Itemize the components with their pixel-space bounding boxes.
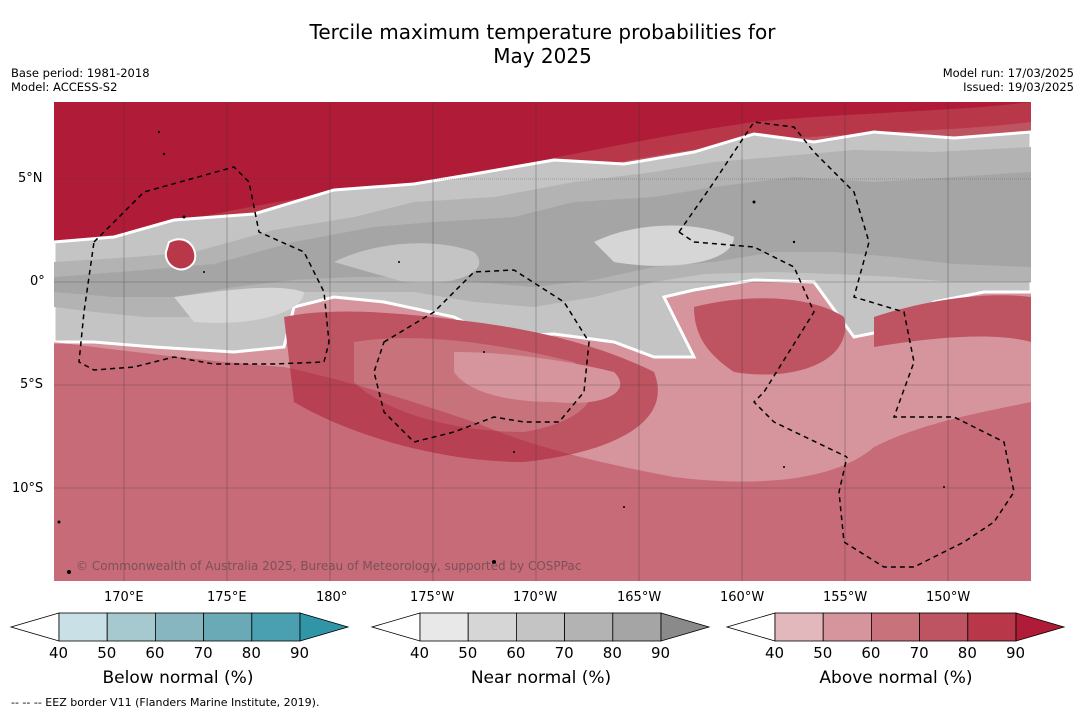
lat-label-0: 0° [30,274,45,289]
lon-label-180: 180° [316,590,348,605]
lat-label-5s: 5°S [20,377,44,392]
colorbar-above-normal [725,612,1066,642]
lon-label-170w: 170°W [513,590,558,605]
title-line2: May 2025 [493,44,592,68]
colorbars [9,612,1066,642]
colorbar-near-tick: 70 [554,644,574,662]
lon-label-155w: 155°W [823,590,868,605]
colorbar-near-left-extend [370,612,421,642]
lon-label-150w: 150°W [926,590,971,605]
colorbar-below-tick: 90 [290,644,310,662]
colorbar-below-normal [9,612,350,642]
colorbar-below-left-extend [9,612,60,642]
colorbar-near-tick: 40 [410,644,430,662]
colorbar-near-normal [370,612,711,642]
lon-label-160w: 160°W [720,590,765,605]
eez-borders [78,121,1015,568]
colorbar-above-segment [967,612,1017,642]
colorbar-above-left-extend [725,612,776,642]
colorbar-above-tick: 70 [909,644,929,662]
colorbar-above-tick: 90 [1006,644,1026,662]
colorbar-above-segment [919,612,969,642]
colorbar-below-segment [106,612,156,642]
probability-map [54,102,1031,581]
colorbar-near-segment [516,612,566,642]
model-name: Model: ACCESS-S2 [11,80,118,94]
graticule [54,102,1031,581]
copyright-notice: © Commonwealth of Australia 2025, Bureau… [76,559,582,573]
colorbar-below-segment [203,612,253,642]
colorbar-near-right-extend [660,612,711,642]
colorbar-above-tick: 80 [957,644,977,662]
colorbar-above-segment [774,612,824,642]
colorbar-below-segment [251,612,301,642]
colorbar-above-tick: 50 [813,644,833,662]
colorbar-label-below: Below normal (%) [102,668,254,688]
colorbar-near-segment [419,612,469,642]
colorbar-above-tick: 40 [765,644,785,662]
colorbar-below-segment [154,612,204,642]
issued-date: Issued: 19/03/2025 [963,80,1074,94]
base-period: Base period: 1981-2018 [11,66,150,80]
lon-label-175w: 175°W [410,590,455,605]
eez-legend-note: -- -- -- EEZ border V11 (Flanders Marine… [11,696,320,709]
colorbar-below-tick: 80 [241,644,261,662]
chart-title: Tercile maximum temperature probabilitie… [0,20,1085,68]
colorbar-near-tick: 60 [506,644,526,662]
lat-label-10s: 10°S [12,481,44,496]
colorbar-label-near: Near normal (%) [470,668,612,688]
colorbar-near-segment [564,612,614,642]
colorbar-below-segment [58,612,108,642]
colorbar-near-segment [467,612,517,642]
colorbar-below-right-extend [299,612,350,642]
colorbar-above-right-extend [1015,612,1066,642]
lon-label-175e: 175°E [207,590,247,605]
colorbar-near-segment [612,612,662,642]
model-run: Model run: 17/03/2025 [942,66,1074,80]
colorbar-below-tick: 40 [49,644,69,662]
colorbar-near-tick: 50 [458,644,478,662]
colorbar-above-segment [822,612,872,642]
colorbar-above-tick: 60 [861,644,881,662]
colorbar-below-tick: 50 [97,644,117,662]
colorbar-near-tick: 90 [651,644,671,662]
islands [57,130,945,574]
colorbar-above-segment [871,612,921,642]
colorbar-near-tick: 80 [602,644,622,662]
lon-label-165w: 165°W [617,590,662,605]
lon-label-170e: 170°E [104,590,144,605]
lat-label-5n: 5°N [18,171,43,186]
colorbar-label-above: Above normal (%) [819,668,973,688]
colorbar-below-tick: 60 [145,644,165,662]
title-line1: Tercile maximum temperature probabilitie… [309,20,776,44]
colorbar-below-tick: 70 [193,644,213,662]
